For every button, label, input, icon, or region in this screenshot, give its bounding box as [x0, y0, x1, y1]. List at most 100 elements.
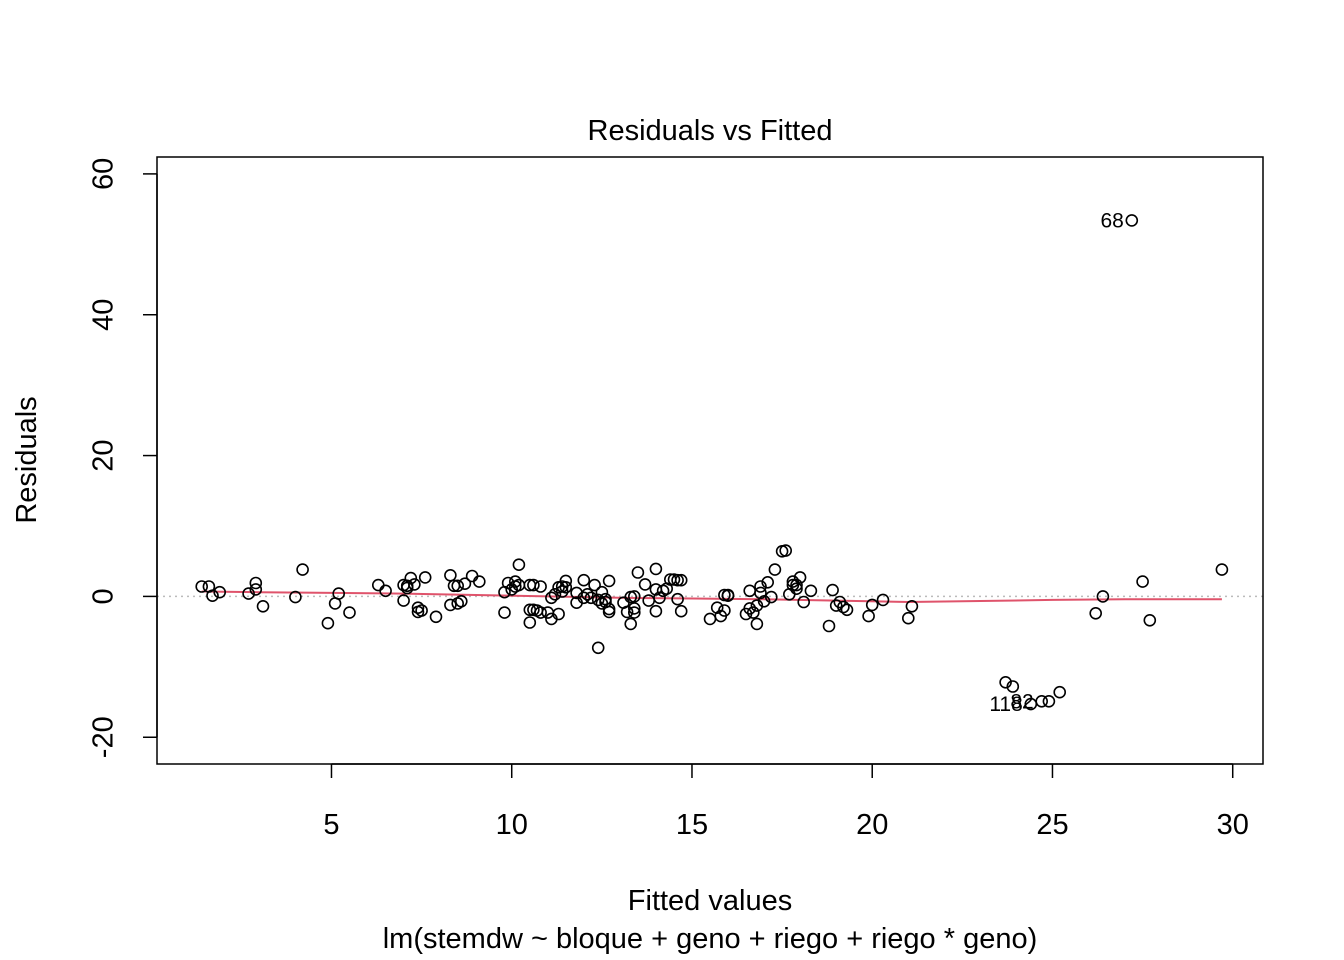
- residual-point: [671, 573, 684, 587]
- residual-point: [408, 578, 421, 591]
- residual-point: [577, 591, 591, 605]
- residual-point: [584, 591, 598, 605]
- residual-point: [602, 574, 616, 588]
- residual-point: [671, 592, 684, 606]
- residual-point: [559, 574, 573, 588]
- residual-point: [790, 578, 803, 592]
- residual-point: [527, 578, 540, 592]
- residual-point: [804, 584, 818, 598]
- residual-point: [743, 584, 757, 598]
- residual-point: [371, 578, 385, 592]
- residual-point: [710, 601, 724, 615]
- residual-point: [865, 598, 879, 612]
- residual-point: [195, 580, 208, 593]
- residual-point: [1042, 694, 1056, 708]
- residual-point: [1096, 590, 1110, 603]
- residual-point: [779, 544, 793, 557]
- residual-point: [649, 604, 663, 618]
- residual-point: [534, 580, 547, 593]
- residual-point: [1035, 694, 1048, 708]
- x-axis: 5 10 15 20 25 30: [323, 763, 1249, 841]
- y-tick-label: 40: [88, 299, 120, 331]
- model-formula-subtitle: lm(stemdw ~ bloque + geno + riego + rieg…: [383, 923, 1038, 955]
- residual-point: [876, 593, 890, 607]
- outlier-label: 68: [1100, 209, 1123, 232]
- residual-point: [620, 605, 634, 619]
- y-axis: -20 0 20 40 60: [88, 158, 158, 758]
- x-tick-label: 10: [496, 809, 528, 841]
- residual-point: [746, 606, 760, 619]
- residual-point: [721, 588, 735, 602]
- residual-point: [653, 591, 666, 605]
- residual-point: [415, 604, 428, 617]
- x-tick-label: 20: [856, 809, 888, 841]
- residual-point: [577, 573, 591, 587]
- residual-point: [1136, 575, 1149, 588]
- residual-point: [624, 617, 638, 631]
- residual-point: [757, 594, 771, 608]
- residual-point: [703, 612, 717, 626]
- residual-point: [498, 606, 511, 619]
- residual-point: [444, 598, 457, 612]
- y-tick-label: 60: [88, 158, 120, 190]
- residual-point: [289, 590, 302, 604]
- residual-point: [862, 609, 875, 623]
- residual-point: [472, 575, 486, 588]
- residual-point: [754, 586, 767, 600]
- residual-point: [674, 604, 688, 618]
- y-axis-label: Residuals: [11, 396, 43, 523]
- residual-point: [750, 617, 764, 631]
- x-tick-label: 25: [1036, 809, 1068, 841]
- plot-frame: [156, 156, 1264, 765]
- outlier-label: 82: [1010, 690, 1033, 713]
- residual-point: [588, 578, 601, 592]
- residual-point: [343, 606, 356, 619]
- residual-point: [999, 675, 1012, 689]
- residual-point: [837, 600, 850, 614]
- residual-point: [793, 571, 807, 584]
- residual-point: [1089, 606, 1102, 620]
- residual-point: [638, 578, 652, 591]
- residual-point: [541, 606, 555, 619]
- residual-point: [649, 562, 663, 576]
- residual-point: [523, 616, 537, 629]
- residual-point: [454, 594, 468, 608]
- residual-point: [826, 583, 839, 597]
- residual-point: [545, 591, 558, 605]
- residual-point: [552, 607, 565, 621]
- residual-points: [195, 214, 1229, 711]
- residual-point: [206, 589, 219, 603]
- residual-point: [379, 584, 392, 598]
- residual-point: [786, 578, 800, 592]
- residual-point: [627, 606, 641, 619]
- residual-point: [458, 577, 472, 591]
- x-tick-label: 15: [676, 809, 708, 841]
- residual-point: [1125, 214, 1139, 227]
- residual-point: [797, 595, 811, 609]
- residual-point: [1215, 563, 1229, 576]
- residual-point: [249, 576, 263, 590]
- residual-point: [411, 601, 425, 615]
- residual-point: [256, 599, 270, 613]
- residual-point: [905, 599, 919, 613]
- residual-point: [429, 610, 443, 624]
- y-tick-label: 0: [88, 588, 120, 604]
- loess-smoother-line: [201, 590, 1222, 604]
- outlier-label: 118: [989, 693, 1022, 716]
- residual-point: [465, 569, 479, 583]
- residual-point: [743, 602, 757, 615]
- residual-point: [627, 602, 641, 615]
- residual-point: [790, 582, 803, 596]
- residual-point: [631, 566, 645, 579]
- residual-point: [444, 568, 457, 582]
- residual-point: [768, 563, 782, 576]
- residual-point: [548, 587, 562, 601]
- residual-point: [602, 602, 616, 616]
- residual-point: [534, 606, 547, 619]
- residual-point: [1053, 685, 1066, 699]
- residual-point: [901, 611, 915, 625]
- residual-point: [505, 583, 519, 596]
- residual-point: [642, 594, 656, 607]
